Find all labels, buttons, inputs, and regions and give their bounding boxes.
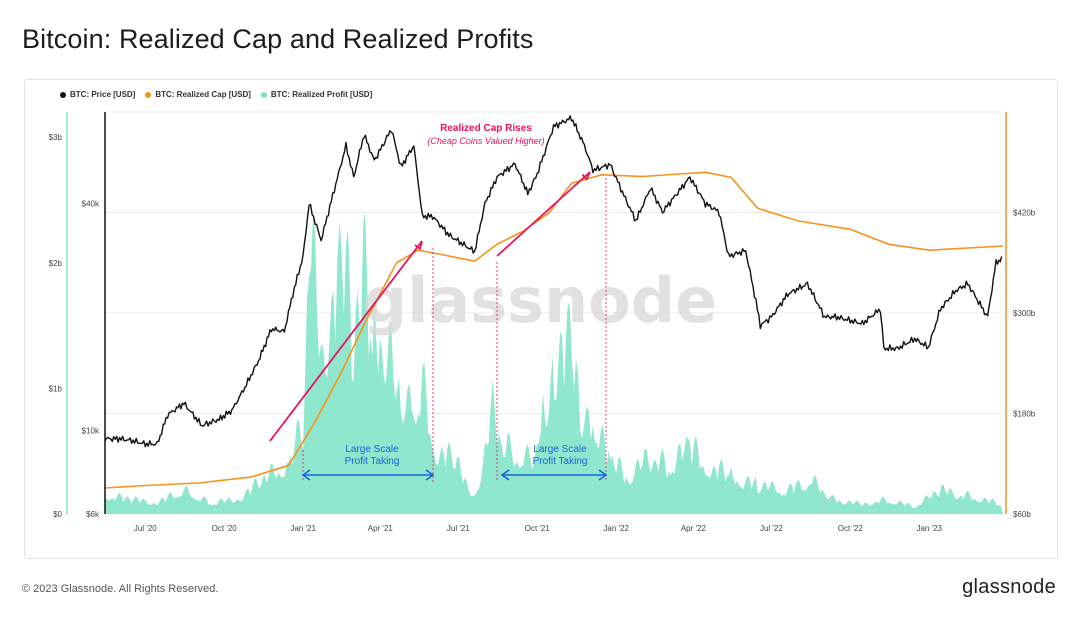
realized-cap-arrow-2	[496, 171, 591, 257]
page-title: Bitcoin: Realized Cap and Realized Profi…	[22, 24, 534, 54]
profit-taking-arrow-2-head-left	[500, 469, 510, 481]
footer-copyright: © 2023 Glassnode. All Rights Reserved.	[22, 583, 219, 595]
legend-dot-price	[60, 91, 66, 98]
realized-cap-arrow-1-head	[414, 240, 423, 251]
realized-profit-area-path	[105, 211, 1003, 514]
x-tick: Jan '23	[916, 524, 942, 533]
y-tick-price: $10k	[82, 426, 100, 435]
annotations: Realized Cap Rises (Cheap Coins Valued Hi…	[269, 123, 608, 482]
x-tick: Apr '21	[368, 524, 394, 533]
price-line-path	[104, 115, 1003, 448]
profit-taking-arrow-1-head-left	[301, 469, 311, 481]
realized-cap-arrow-1	[269, 240, 423, 442]
price-line	[104, 115, 1003, 448]
x-tick: Jul '22	[760, 524, 783, 533]
profit-taking-arrow-2-head-right	[598, 469, 608, 481]
annotation-realized-cap-subtitle: (Cheap Coins Valued Higher)	[427, 136, 544, 146]
legend-label-realized-profit: BTC: Realized Profit [USD]	[270, 90, 373, 99]
x-tick: Oct '22	[838, 524, 864, 533]
annotation-profit-taking-1: Profit Taking	[345, 456, 400, 467]
y-tick-realized-cap: $60b	[1013, 510, 1031, 519]
legend-label-price: BTC: Price [USD]	[70, 90, 136, 99]
realized-cap-arrow-2-head	[581, 171, 591, 181]
y-tick-price: $40k	[82, 200, 100, 209]
profit-taking-arrow-1-head-right	[425, 469, 435, 481]
legend-label-realized-cap: BTC: Realized Cap [USD]	[155, 90, 251, 99]
annotation-profit-taking-2: Profit Taking	[533, 456, 588, 467]
x-tick: Apr '22	[681, 524, 707, 533]
legend-dot-realized-cap	[145, 91, 152, 98]
legend-item-realized-profit[interactable]: BTC: Realized Profit [USD]	[260, 90, 373, 99]
x-tick: Jul '20	[134, 524, 157, 533]
chart-legend: BTC: Price [USD] BTC: Realized Cap [USD]…	[60, 90, 372, 99]
y-tick-profit: $3b	[49, 133, 63, 142]
y-tick-profit: $1b	[49, 384, 63, 393]
x-tick: Oct '20	[212, 524, 238, 533]
y-tick-realized-cap: $300b	[1013, 309, 1036, 318]
realized-profit-area	[105, 211, 1003, 514]
x-tick: Jan '22	[603, 524, 629, 533]
axes: $0 $1b $2b $3b $6k $10k $40k $60b $180b $300b $420…	[49, 112, 1036, 533]
x-tick: Jul '21	[447, 524, 470, 533]
annotation-profit-taking-1: Large Scale	[345, 444, 399, 455]
y-tick-profit: $0	[53, 510, 62, 519]
y-tick-price: $6k	[86, 510, 100, 519]
annotation-profit-taking-2: Large Scale	[533, 444, 587, 455]
legend-dot-realized-profit	[260, 91, 267, 98]
footer-logo: glassnode	[962, 576, 1056, 598]
legend-item-realized-cap[interactable]: BTC: Realized Cap [USD]	[145, 90, 251, 99]
legend-item-price[interactable]: BTC: Price [USD]	[60, 90, 135, 99]
x-tick: Oct '21	[525, 524, 551, 533]
y-tick-realized-cap: $180b	[1013, 410, 1036, 419]
annotation-realized-cap-title: Realized Cap Rises	[440, 123, 532, 134]
y-tick-profit: $2b	[49, 259, 63, 268]
x-tick: Jan '21	[290, 524, 316, 533]
y-tick-realized-cap: $420b	[1013, 209, 1036, 218]
watermark: glassnode	[363, 264, 717, 337]
